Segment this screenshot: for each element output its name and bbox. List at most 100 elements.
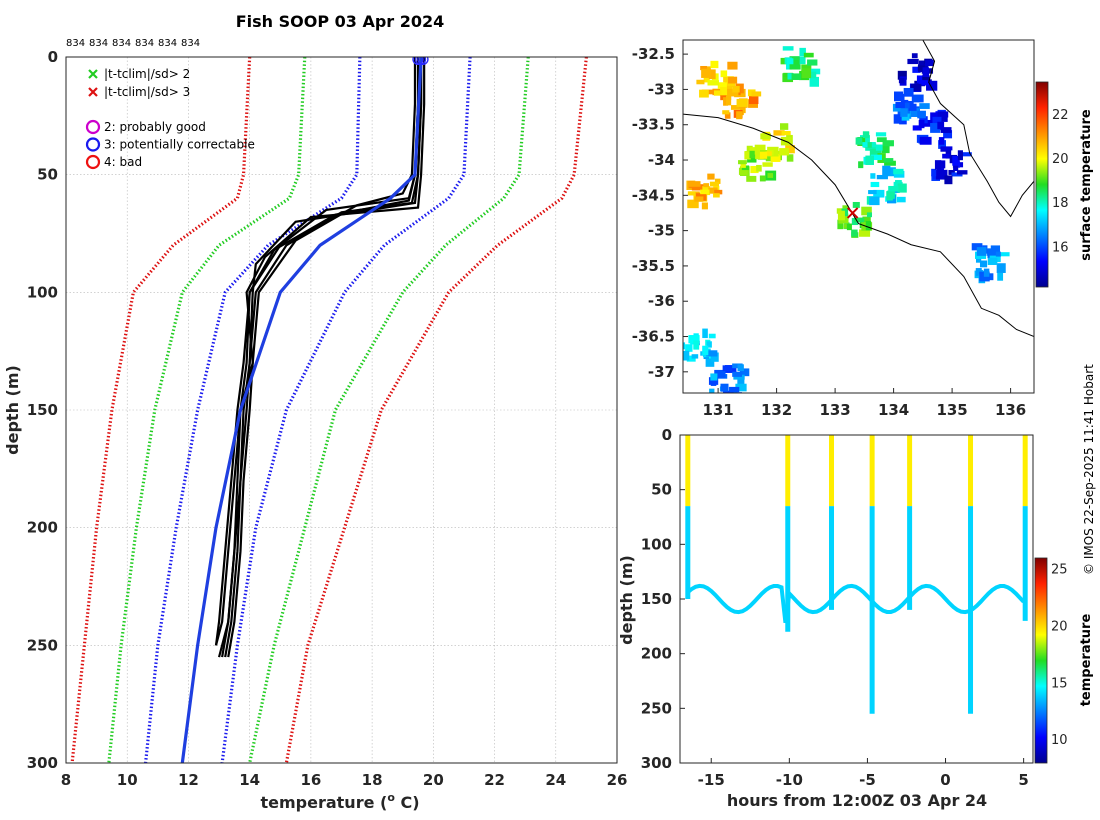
map-sst-cell: [710, 60, 719, 69]
map-sst-cell: [693, 340, 700, 350]
map-sst-cell: [735, 83, 744, 94]
timeseries-ytick-label: 250: [641, 699, 672, 717]
map-sst-cell: [709, 388, 715, 393]
timeseries-colorbar: 10 15 20 25 temperature: [1034, 557, 1094, 764]
clim-minus2sd-line: [107, 57, 307, 763]
map-coastline: [683, 40, 1034, 337]
map-sst-cell: [931, 168, 937, 177]
map-sst-cell: [956, 170, 968, 175]
map-sst-cell: [750, 165, 759, 174]
map-sst-cell: [720, 86, 731, 97]
map-sst-cell: [893, 114, 902, 124]
map-sst-cell: [687, 199, 699, 209]
map-sst-cell: [953, 162, 959, 172]
profile-ylabel: depth (m): [3, 365, 22, 455]
timeseries-casts: [685, 435, 1028, 714]
profile-ytick-label: 50: [37, 166, 58, 184]
map-sst-cell: [759, 151, 768, 159]
profile-ytick-label: 200: [27, 519, 58, 537]
map-sst-cell: [707, 80, 719, 86]
map-colorbar: 16 18 20 22 surface temperature: [1035, 81, 1094, 288]
map-sst-cell: [717, 82, 730, 89]
legend-label: |t-tclim|/sd> 2: [104, 67, 190, 81]
map-sst-cell: [897, 70, 907, 80]
map-sst-cell: [957, 150, 963, 161]
map-colorbar-ticks: 16 18 20 22: [1052, 108, 1069, 255]
map-sst-cell: [746, 175, 757, 182]
map-sst-cell: [786, 154, 794, 162]
map-sst-cell: [861, 206, 872, 216]
profile-cast-id: 834: [181, 38, 200, 49]
map-sst-cell: [917, 65, 925, 71]
map-sst-cell: [897, 183, 907, 193]
map-sst-cell: [699, 89, 709, 98]
map-ticks: 131 132 133 134 135 136 -32.5 -33 -33.5 -34 -34.5 -…: [632, 45, 1027, 419]
map-sst-cell: [807, 59, 818, 66]
map-sst-cell: [691, 354, 699, 359]
map-sst-cell: [910, 108, 920, 117]
map-sst-cell: [737, 378, 745, 385]
map-sst-cell: [875, 144, 883, 151]
map-sst-cell: [870, 154, 883, 161]
map-sst-cell: [714, 178, 721, 184]
map-sst-cell: [703, 183, 709, 188]
clim-plus2sd-line: [248, 57, 530, 763]
map-sst-cell: [958, 162, 964, 168]
map-ytick-label: -34.5: [632, 186, 675, 204]
timeseries-ytick-label: 0: [662, 426, 672, 444]
map-sst-cell: [930, 112, 939, 121]
legend-circle-marker: [85, 154, 101, 170]
map-sst-cell: [893, 168, 904, 175]
map-sst-cell: [708, 333, 716, 339]
map-sst-cell: [727, 61, 738, 70]
profile-xtick-label: 20: [423, 771, 444, 789]
timeseries-colorbar-tick: 20: [1051, 619, 1068, 634]
map-sst-cell: [932, 116, 942, 127]
map-sst-cell: [708, 377, 719, 385]
map-sst-cell: [779, 148, 790, 156]
profile-cast-id: 834: [89, 38, 108, 49]
figure-title: Fish SOOP 03 Apr 2024: [236, 12, 445, 31]
map-sst-cell: [723, 76, 730, 83]
map-sst-cell: [770, 153, 781, 162]
map-ytick-label: -36.5: [632, 328, 675, 346]
map-sst-cell: [938, 117, 948, 122]
map-sst-cell: [907, 58, 919, 65]
map-xtick-label: 136: [995, 401, 1026, 419]
cast-profile-line: [227, 57, 426, 658]
map-sst-cell: [869, 148, 882, 158]
timeseries-xtick-label: 5: [1018, 771, 1028, 789]
map-sst-cell: [940, 127, 952, 133]
profile-cast-id: 834: [135, 38, 154, 49]
map-sst-cell: [854, 217, 865, 223]
map-sst-cell: [747, 156, 757, 163]
map-sst-cell: [942, 153, 950, 159]
legend-x-marker: [88, 69, 98, 79]
map-sst-cell: [901, 102, 910, 109]
map-sst-cell: [781, 130, 791, 136]
timeseries-xtick-label: -5: [859, 771, 876, 789]
map-sst-cell: [869, 196, 880, 206]
profile-ytick-label: 150: [27, 401, 58, 419]
map-xtick-label: 132: [761, 401, 792, 419]
legend-circle-marker: [85, 119, 101, 135]
map-sst-cell: [881, 145, 890, 154]
map-sst-cell: [837, 210, 845, 221]
map-sst-cell: [710, 352, 719, 362]
map-xtick-label: 135: [936, 401, 967, 419]
profile-xtick-label: 14: [239, 771, 260, 789]
map-sst-cell: [740, 161, 746, 168]
map-sst-cell: [919, 116, 928, 124]
map-sst-cell: [895, 102, 905, 109]
clim-minus3sd-line: [70, 57, 252, 763]
timeseries-ytick-label: 200: [641, 645, 672, 663]
map-sst-cell: [720, 383, 729, 392]
map-sst-cell: [919, 103, 930, 109]
timeseries-xtick-label: -15: [698, 771, 725, 789]
map-sst-cell: [751, 91, 762, 97]
cast-profile-line: [214, 57, 417, 646]
map-sst-cell: [754, 144, 766, 155]
map-sst-cell: [843, 224, 850, 229]
map-sst-cell: [708, 69, 716, 80]
map-sst-cell: [858, 161, 864, 169]
